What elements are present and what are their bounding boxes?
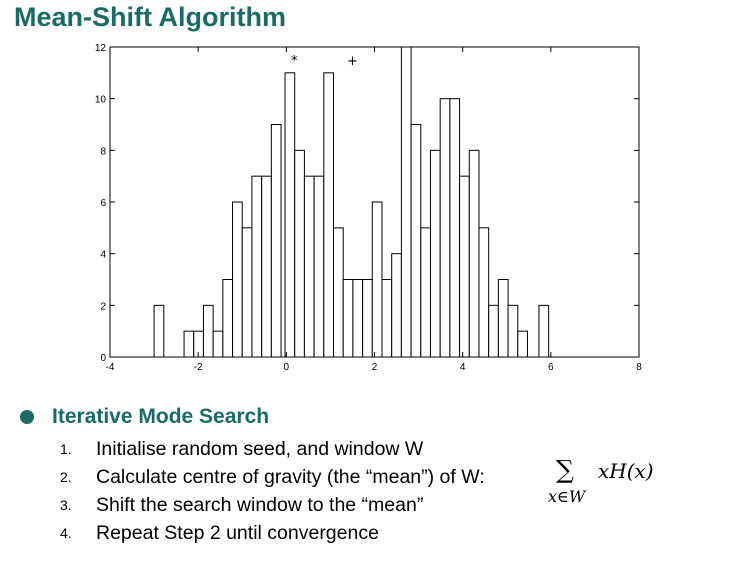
histogram-bar bbox=[439, 98, 451, 358]
histogram-bar bbox=[538, 304, 550, 358]
histogram-bar bbox=[251, 175, 263, 358]
x-tick-label: 6 bbox=[548, 362, 554, 373]
steps-list: 1. Initialise random seed, and window W … bbox=[18, 435, 738, 547]
y-tick-label: 12 bbox=[95, 43, 107, 54]
histogram-bar bbox=[222, 279, 234, 358]
histogram-bar bbox=[342, 279, 354, 358]
step-number: 2. bbox=[60, 469, 72, 485]
x-tick-label: 0 bbox=[284, 362, 290, 373]
list-item: 3. Shift the search window to the “mean” bbox=[18, 491, 738, 519]
bullet-dot-icon bbox=[20, 410, 34, 424]
x-tick-label: -2 bbox=[194, 362, 203, 373]
mean-formula: ∑ xH(x) x∈W bbox=[548, 455, 688, 515]
x-tick-labels: -4 -2 0 2 4 6 8 bbox=[106, 362, 643, 373]
histogram-bar bbox=[497, 279, 509, 358]
histogram-bar bbox=[459, 175, 470, 358]
histogram-bars bbox=[153, 46, 550, 358]
y-tick-label: 10 bbox=[95, 95, 107, 106]
list-item: 4. Repeat Step 2 until convergence bbox=[18, 519, 738, 547]
y-tick-label: 2 bbox=[100, 301, 106, 312]
histogram-bar bbox=[468, 149, 480, 358]
mode-marker: * bbox=[291, 54, 298, 69]
histogram-bar bbox=[333, 227, 344, 358]
x-tick-label: -4 bbox=[106, 362, 115, 373]
mode-marker: + bbox=[347, 54, 358, 69]
y-tick-label: 6 bbox=[100, 198, 106, 209]
section: Iterative Mode Search 1. Initialise rand… bbox=[18, 405, 738, 547]
histogram-bar bbox=[517, 330, 528, 358]
y-tick-label: 8 bbox=[100, 146, 106, 157]
histogram-bar bbox=[478, 227, 490, 358]
histogram-bar bbox=[323, 72, 335, 358]
histogram-bar bbox=[410, 124, 422, 358]
mode-markers: * + bbox=[291, 54, 358, 69]
histogram-bar bbox=[232, 201, 243, 358]
histogram-bar bbox=[303, 175, 315, 358]
step-number: 1. bbox=[60, 441, 72, 457]
x-tick-label: 4 bbox=[460, 362, 466, 373]
histogram-bar bbox=[294, 149, 305, 358]
y-tick-labels: 0 2 4 6 8 10 12 bbox=[95, 43, 107, 364]
histogram-bar bbox=[449, 98, 461, 358]
formula-expression: xH(x) bbox=[598, 459, 654, 483]
step-text: Shift the search window to the “mean” bbox=[96, 493, 424, 516]
step-text: Initialise random seed, and window W bbox=[96, 437, 424, 460]
step-number: 4. bbox=[60, 525, 72, 541]
sigma-symbol: ∑ bbox=[556, 455, 574, 484]
x-tick-label: 8 bbox=[636, 362, 642, 373]
histogram-bar bbox=[284, 72, 296, 358]
section-heading: Iterative Mode Search bbox=[52, 405, 270, 428]
histogram-bar bbox=[429, 149, 441, 358]
histogram-bar bbox=[371, 201, 383, 358]
histogram-bar bbox=[270, 124, 282, 358]
histogram-bar bbox=[362, 279, 373, 358]
step-text: Calculate centre of gravity (the “mean”)… bbox=[96, 465, 485, 488]
histogram-bar bbox=[400, 46, 412, 358]
histogram-bar bbox=[352, 279, 364, 358]
y-tick-label: 4 bbox=[100, 250, 106, 261]
step-number: 3. bbox=[60, 497, 72, 513]
list-item: 1. Initialise random seed, and window W bbox=[18, 435, 738, 463]
histogram-bar bbox=[241, 227, 253, 358]
histogram-bar bbox=[488, 304, 499, 358]
axis-ticks bbox=[109, 46, 640, 358]
x-tick-label: 2 bbox=[372, 362, 378, 373]
section-bullet: Iterative Mode Search bbox=[18, 405, 738, 429]
step-text: Repeat Step 2 until convergence bbox=[96, 521, 379, 544]
list-item: 2. Calculate centre of gravity (the “mea… bbox=[18, 463, 738, 491]
y-tick-label: 0 bbox=[100, 353, 106, 364]
histogram-bar bbox=[202, 304, 214, 358]
formula-subscript: x∈W bbox=[548, 487, 586, 506]
histogram-bar bbox=[212, 330, 224, 358]
histogram-bar bbox=[313, 175, 325, 358]
histogram-bar bbox=[507, 304, 519, 358]
histogram-bar bbox=[420, 227, 431, 358]
slide-title: Mean-Shift Algorithm bbox=[14, 2, 286, 32]
histogram-bar bbox=[261, 175, 272, 358]
histogram-bar bbox=[381, 279, 393, 358]
histogram-bar bbox=[183, 330, 195, 358]
histogram-bar bbox=[153, 304, 165, 358]
histogram-bar bbox=[391, 253, 402, 358]
